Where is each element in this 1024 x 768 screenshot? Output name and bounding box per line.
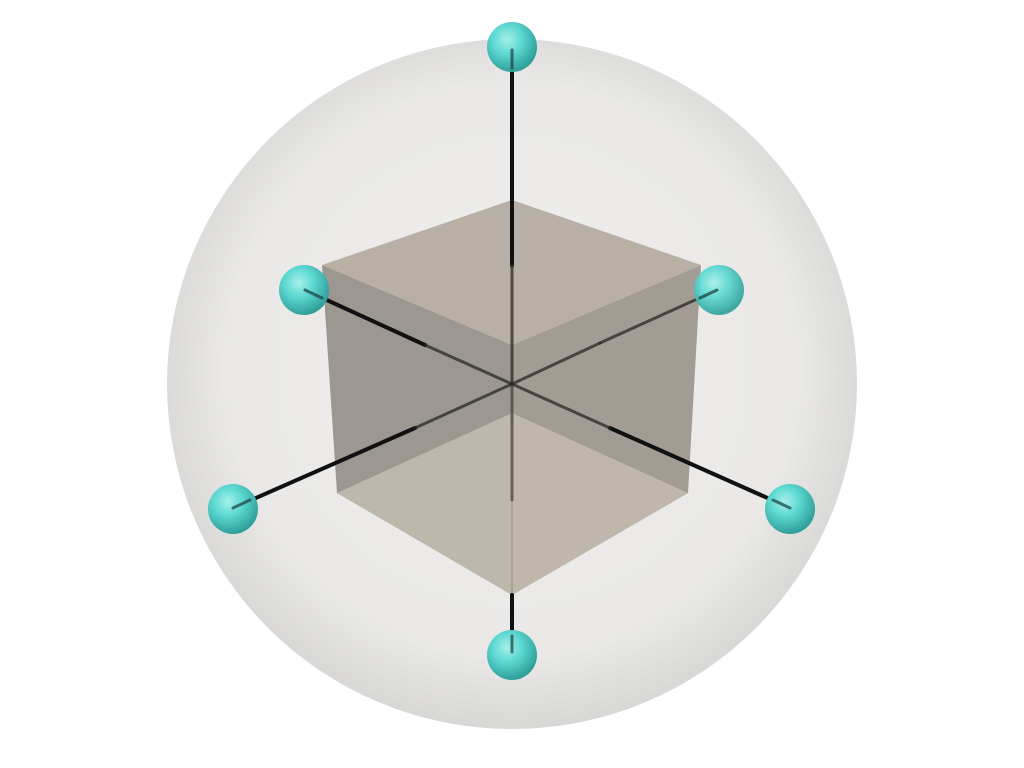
axis-stub-upper-left (303, 288, 324, 300)
marker-sphere-upper-right (694, 265, 744, 315)
marker-sphere-bottom (487, 630, 537, 680)
axis-upper-right-inner-b (510, 341, 602, 386)
axis-lower-left-inner (413, 382, 514, 430)
cube (322, 200, 701, 595)
axis-stub-lower-left (231, 498, 252, 510)
axis-lower-left-outer (231, 426, 417, 510)
marker-sphere-top (487, 22, 537, 72)
axis-stub-lower-right (771, 498, 792, 510)
axis-lower-right-inner (510, 382, 612, 430)
axis-lower-right-outer (608, 426, 792, 510)
axis-upper-left-inner (423, 343, 514, 386)
axis-stub-upper-right (698, 288, 719, 300)
axis-stubs (231, 48, 792, 654)
